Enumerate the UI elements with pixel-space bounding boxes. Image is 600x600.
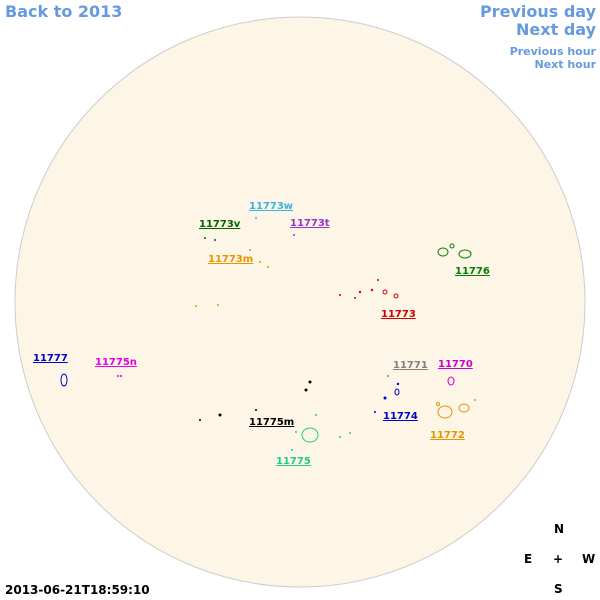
back-link[interactable]: Back to 2013: [5, 2, 123, 21]
solar-disk: [14, 16, 586, 588]
region-label[interactable]: 11776: [455, 266, 490, 277]
region-label[interactable]: 11775n: [95, 357, 137, 368]
region-label[interactable]: 11770: [438, 359, 473, 370]
compass-north: N: [554, 522, 565, 536]
region-label[interactable]: 11773w: [249, 201, 294, 212]
previous-day-link[interactable]: Previous day: [479, 2, 596, 21]
region-label[interactable]: 11772: [430, 430, 465, 441]
compass-east: E: [524, 552, 533, 566]
sunspots: [60, 217, 476, 451]
compass-south: S: [554, 582, 563, 596]
compass-west: W: [582, 552, 596, 566]
previous-hour-link[interactable]: Previous hour: [509, 45, 596, 58]
timestamp: 2013-06-21T18:59:10: [5, 583, 150, 597]
region-label[interactable]: 11771: [393, 360, 428, 371]
region-label[interactable]: 11774: [383, 411, 418, 422]
compass-center: +: [553, 552, 564, 566]
next-day-link[interactable]: Next day: [516, 20, 596, 39]
region-label[interactable]: 11773v: [199, 219, 241, 230]
next-hour-link[interactable]: Next hour: [534, 58, 597, 71]
region-label[interactable]: 11777: [33, 353, 68, 364]
region-label[interactable]: 11775: [276, 456, 311, 467]
region-label[interactable]: 11773: [381, 309, 416, 320]
region-label[interactable]: 11773m: [208, 254, 254, 265]
region-label[interactable]: 11775m: [249, 417, 295, 428]
region-label[interactable]: 11773t: [290, 218, 330, 229]
